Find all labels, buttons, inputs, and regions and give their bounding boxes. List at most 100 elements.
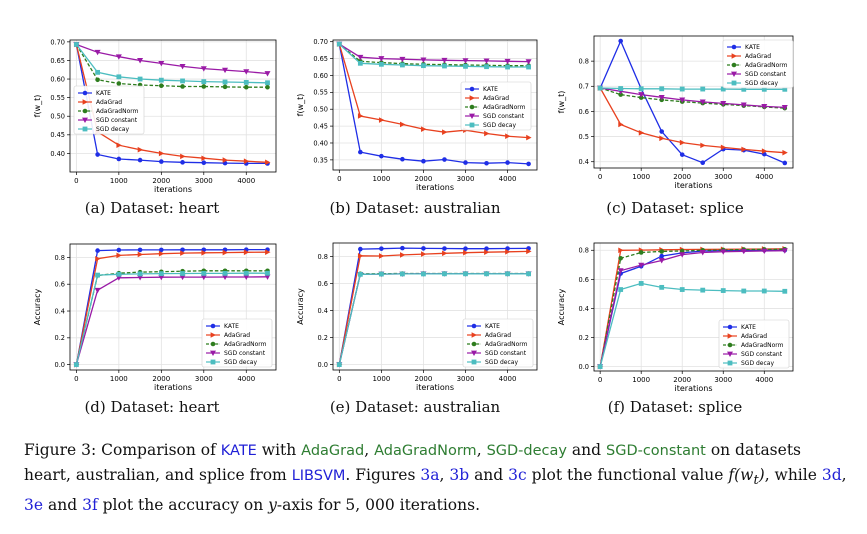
x-tick-label: 1000	[632, 173, 650, 181]
y-tick-label: 0.65	[50, 57, 65, 65]
data-point	[159, 83, 164, 89]
data-point	[421, 246, 426, 251]
data-point	[782, 149, 788, 156]
data-point	[442, 157, 447, 162]
y-axis-label: Accuracy	[557, 288, 566, 325]
data-point	[638, 130, 645, 136]
data-point	[116, 74, 122, 80]
x-tick-label: 2000	[415, 175, 433, 183]
figure-caption: Figure 3: Comparison of KATE with AdaGra…	[24, 438, 850, 517]
y-tick-label: 0.8	[318, 253, 329, 261]
data-point	[222, 249, 229, 256]
data-point	[638, 92, 645, 98]
y-tick-label: 0.5	[579, 133, 590, 141]
series-line-sgd-constant	[599, 250, 785, 367]
legend-label: KATE	[741, 324, 756, 331]
data-point	[526, 161, 531, 167]
data-point	[761, 288, 767, 294]
data-point	[679, 287, 685, 292]
legend-label: SGD decay	[745, 80, 778, 87]
ref-3a-link[interactable]: 3a	[420, 466, 440, 484]
y-axis-label: Accuracy	[296, 288, 305, 325]
data-point	[761, 148, 768, 154]
data-point	[137, 146, 144, 153]
data-point	[400, 62, 405, 68]
data-point	[420, 57, 427, 63]
data-point	[679, 152, 685, 157]
data-point	[378, 56, 385, 62]
y-tick-label: 0.40	[50, 150, 65, 158]
caption-text: and	[474, 466, 504, 484]
data-point	[357, 113, 364, 119]
subfigure-caption: (e) Dataset: australian	[330, 398, 501, 416]
ref-3b-link[interactable]: 3b	[449, 466, 470, 484]
legend-marker	[727, 324, 733, 330]
data-point	[421, 271, 426, 277]
axes-frame	[69, 243, 277, 371]
legend-marker	[82, 90, 88, 96]
data-point	[264, 274, 271, 280]
legend-label: KATE	[96, 90, 111, 97]
data-point	[265, 84, 270, 90]
y-tick-label: 0.7	[579, 83, 590, 91]
series-line-kate	[338, 247, 529, 365]
data-point	[357, 60, 363, 66]
data-point	[137, 251, 144, 258]
data-point	[782, 86, 788, 92]
ref-3c-link[interactable]: 3c	[508, 466, 527, 484]
data-point	[95, 152, 100, 157]
y-tick-label: 0.60	[50, 75, 65, 83]
data-point	[421, 63, 426, 69]
chart-f: 0 1000 2000 3000 4000 0.0 0.2 0.4 0.6 0.8 iteratio…	[557, 242, 794, 416]
legend-label: SGD constant	[745, 71, 787, 78]
data-point	[782, 288, 788, 294]
data-point	[741, 146, 747, 153]
axes-frame	[593, 35, 794, 169]
data-point	[442, 63, 447, 69]
legend-label: AdaGradNorm	[224, 341, 267, 348]
chart-a: 0 1000 2000 3000 4000 0.40 0.45 0.50 0.55 0.60 0.6…	[33, 38, 277, 217]
data-point	[484, 249, 490, 255]
data-point	[659, 129, 665, 134]
caption-sgd-decay: SGD-decay	[486, 443, 567, 459]
chart-c: 0 1000 2000 3000 4000 0.4 0.5 0.6 0.7 0.8 iteratio…	[557, 35, 794, 217]
data-point	[638, 281, 644, 286]
data-point	[618, 86, 624, 91]
y-tick-label: 0.45	[50, 131, 65, 139]
x-tick-label: 4000	[499, 375, 517, 383]
legend-label: KATE	[224, 323, 239, 330]
legend: KATE AdaGrad AdaGradNorm SGD constant SGD de…	[201, 318, 273, 368]
legend-marker	[469, 95, 475, 101]
series-line-adagrad	[599, 87, 785, 154]
math-sub: t	[753, 473, 759, 489]
legend-marker	[210, 323, 216, 329]
legend-label: AdaGradNorm	[745, 62, 788, 69]
series-line-adagradnorm	[600, 87, 785, 109]
legend-label: SGD decay	[96, 126, 129, 133]
data-point	[720, 249, 727, 255]
series-line-adagrad	[75, 251, 268, 365]
caption-text: , while	[764, 466, 817, 484]
legend-label: SGD decay	[483, 122, 516, 129]
data-point	[421, 251, 427, 257]
data-point	[720, 144, 727, 151]
data-point	[617, 268, 624, 274]
legend-marker	[727, 342, 733, 348]
data-point	[137, 247, 143, 253]
math-part: f(w	[728, 466, 754, 484]
data-point	[638, 86, 644, 92]
series-line-sgd-decay	[600, 87, 785, 90]
legend-label: AdaGrad	[483, 95, 509, 102]
data-point	[761, 248, 768, 254]
ref-3e-link[interactable]: 3e	[24, 496, 44, 515]
data-point	[638, 262, 645, 269]
caption-libsvm-link[interactable]: LIBSVM	[291, 468, 346, 484]
ref-3d-link[interactable]: 3d	[821, 466, 842, 484]
data-point	[700, 287, 706, 293]
x-tick-label: 2000	[152, 375, 170, 383]
data-point	[442, 246, 447, 251]
data-point	[115, 54, 122, 60]
ref-3f-link[interactable]: 3f	[82, 496, 98, 515]
data-point	[720, 288, 726, 293]
x-tick-label: 0	[337, 175, 341, 183]
